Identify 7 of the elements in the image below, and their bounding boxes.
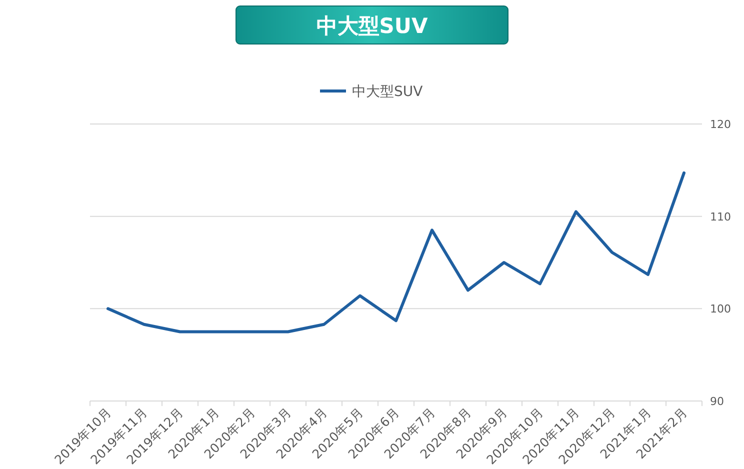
line-series (106, 171, 686, 334)
legend-label: 中大型SUV (352, 84, 424, 100)
y2-tick-label: 100 (710, 302, 731, 316)
y2-tick-label: 90 (710, 395, 724, 408)
y2-tick-label: 110 (710, 210, 731, 224)
y2-tick-label: 120 (710, 118, 731, 131)
chart-title: 中大型SUV (316, 14, 428, 38)
